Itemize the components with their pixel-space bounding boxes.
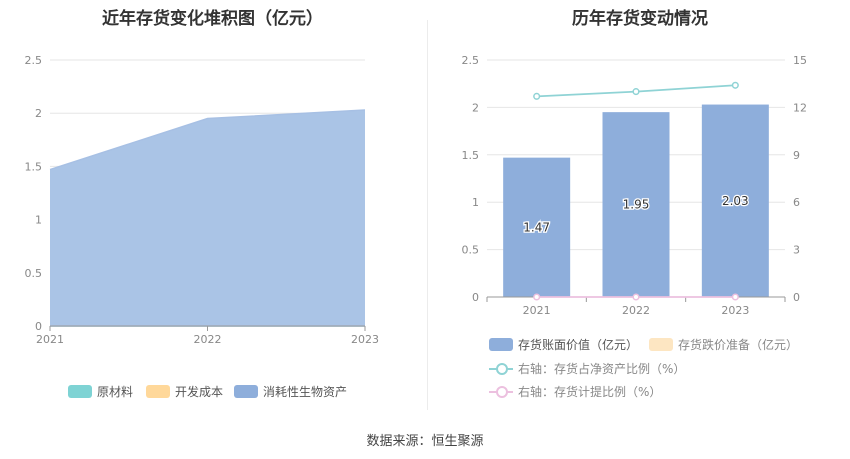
legend-biological-assets[interactable]: 消耗性生物资产 — [234, 383, 347, 400]
legend-label: 消耗性生物资产 — [263, 385, 348, 399]
y-left-tick-label: 1.5 — [462, 149, 480, 162]
y-left-tick-label: 0 — [472, 291, 479, 304]
x-tick-label: 2022 — [194, 333, 222, 346]
legend-label: 右轴：存货占净资产比例（%） — [518, 362, 686, 376]
y-tick-label: 2 — [35, 107, 42, 120]
x-tick-label: 2023 — [721, 304, 749, 317]
line-point — [731, 293, 739, 301]
legend-swatch — [649, 338, 673, 351]
y-right-tick-label: 12 — [793, 101, 807, 114]
area-2 — [50, 110, 365, 327]
y-right-tick-label: 9 — [793, 149, 800, 162]
legend-provision-ratio[interactable]: 右轴：存货计提比例（%） — [489, 383, 661, 400]
legend-label: 原材料 — [97, 385, 134, 399]
x-tick-label: 2021 — [523, 304, 551, 317]
legend-inventory-impairment[interactable]: 存货跌价准备（亿元） — [649, 336, 798, 353]
bar-value-label: 2.03 — [722, 194, 749, 208]
legend-swatch — [146, 385, 170, 398]
area-edge-line-2 — [49, 109, 366, 171]
y-tick-label: 2.5 — [25, 54, 43, 67]
bar-line-combo-chart: 0 0.5 1 1.5 2 2.5 0 3 6 9 12 15 1.47 1.95 2.03 2021 2022… — [462, 54, 808, 317]
bar — [701, 104, 769, 297]
panel-divider — [427, 20, 428, 410]
y-right-tick-label: 3 — [793, 244, 800, 257]
x-tick-label: 2023 — [351, 333, 379, 346]
y-tick-label: 0.5 — [25, 267, 43, 280]
legend-swatch — [489, 338, 513, 351]
legend-line-swatch — [489, 385, 513, 398]
bar-value-label: 1.47 — [523, 220, 550, 234]
y-tick-label: 1 — [35, 214, 42, 227]
y-right-tick-label: 0 — [793, 291, 800, 304]
line-point — [731, 81, 739, 89]
legend-swatch — [234, 385, 258, 398]
y-left-tick-label: 0.5 — [462, 244, 480, 257]
line-point — [533, 92, 541, 100]
line-point — [632, 88, 640, 96]
legend-line-swatch — [489, 362, 513, 375]
y-left-tick-label: 2 — [472, 101, 479, 114]
stacked-area-chart: 0 0.5 1 1.5 2 2.5 2021 2022 2023 — [25, 54, 380, 346]
y-tick-label: 0 — [35, 320, 42, 333]
legend-label: 存货跌价准备（亿元） — [678, 338, 799, 352]
line-point — [632, 293, 640, 301]
right-chart-title: 历年存货变动情况 — [572, 9, 708, 29]
bar — [503, 157, 571, 297]
x-tick-label: 2021 — [36, 333, 64, 346]
bar-value-label: 1.95 — [623, 198, 650, 212]
legend-raw-materials[interactable]: 原材料 — [68, 383, 133, 400]
legend-development-cost[interactable]: 开发成本 — [146, 383, 223, 400]
legend-label: 存货账面价值（亿元） — [518, 338, 639, 352]
left-chart-title: 近年存货变化堆积图（亿元） — [102, 9, 323, 29]
right-chart-panel: 历年存货变动情况 0 0.5 1 1.5 2 2.5 0 3 6 9 12 15 1.47 1.95 2.0… — [430, 0, 850, 410]
bar — [602, 112, 670, 297]
y-left-tick-label: 1 — [472, 196, 479, 209]
data-source: 数据来源：恒生聚源 — [366, 434, 484, 449]
y-left-tick-label: 2.5 — [462, 54, 480, 67]
left-chart-panel: 近年存货变化堆积图（亿元） 0 0.5 1 1.5 2 2.5 2021 2022 2023 原… — [0, 0, 425, 410]
y-tick-label: 1.5 — [25, 160, 43, 173]
legend-label: 开发成本 — [175, 385, 224, 399]
y-right-tick-label: 15 — [793, 54, 807, 67]
legend-label: 右轴：存货计提比例（%） — [518, 385, 662, 399]
x-tick-label: 2022 — [622, 304, 650, 317]
y-right-tick-label: 6 — [793, 196, 800, 209]
legend-swatch — [68, 385, 92, 398]
legend-inventory-to-net-assets[interactable]: 右轴：存货占净资产比例（%） — [489, 360, 685, 377]
legend-inventory-book-value[interactable]: 存货账面价值（亿元） — [489, 336, 638, 353]
line-point — [533, 293, 541, 301]
